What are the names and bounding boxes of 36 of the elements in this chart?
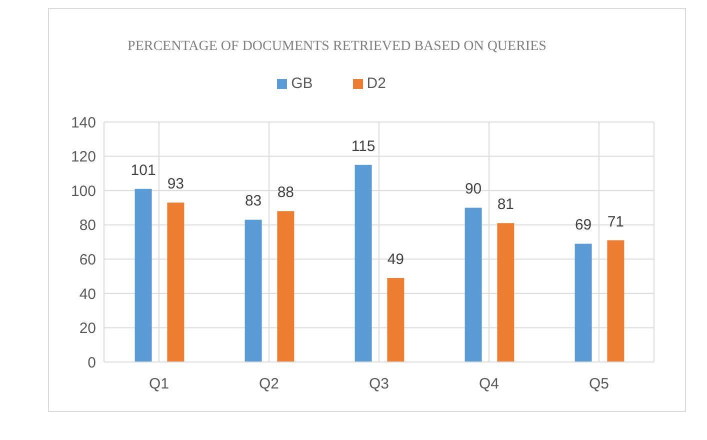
y-tick-label: 120: [70, 148, 96, 166]
y-tick-label: 100: [70, 182, 96, 200]
x-tick-label: Q5: [588, 376, 610, 393]
chart-title: PERCENTAGE OF DOCUMENTS RETRIEVED BASED ON QUERIES: [126, 39, 548, 55]
data-label: 101: [130, 162, 156, 179]
y-tick-label: 80: [79, 217, 96, 234]
bar: [574, 244, 592, 362]
x-tick-label: Q4: [478, 376, 500, 393]
data-label: 69: [574, 216, 592, 234]
data-label: 93: [167, 176, 184, 193]
data-label: 88: [277, 184, 294, 202]
y-tick-label: 140: [70, 114, 96, 132]
bar: [167, 202, 184, 362]
legend-label: D2: [366, 75, 386, 92]
data-label: 71: [607, 213, 624, 230]
y-tick-label: 20: [79, 320, 96, 338]
data-label: 115: [351, 138, 376, 155]
data-label: 81: [497, 196, 514, 214]
y-tick-label: 0: [88, 354, 96, 372]
data-label: 49: [387, 251, 404, 268]
legend-label: GB: [291, 75, 313, 92]
y-tick-label: 60: [79, 251, 96, 268]
bar: [277, 211, 294, 362]
bar: [497, 223, 514, 362]
bar: [387, 278, 404, 362]
bar: [607, 240, 624, 362]
bar: [244, 220, 262, 362]
data-label: 83: [244, 192, 262, 210]
x-tick-label: Q1: [148, 376, 170, 393]
bar: [134, 188, 152, 362]
bar: [464, 208, 482, 362]
bar: [354, 164, 372, 362]
x-tick-label: Q3: [368, 376, 390, 393]
data-label: 90: [464, 180, 482, 198]
x-tick-label: Q2: [258, 376, 280, 393]
y-tick-label: 40: [79, 286, 96, 303]
